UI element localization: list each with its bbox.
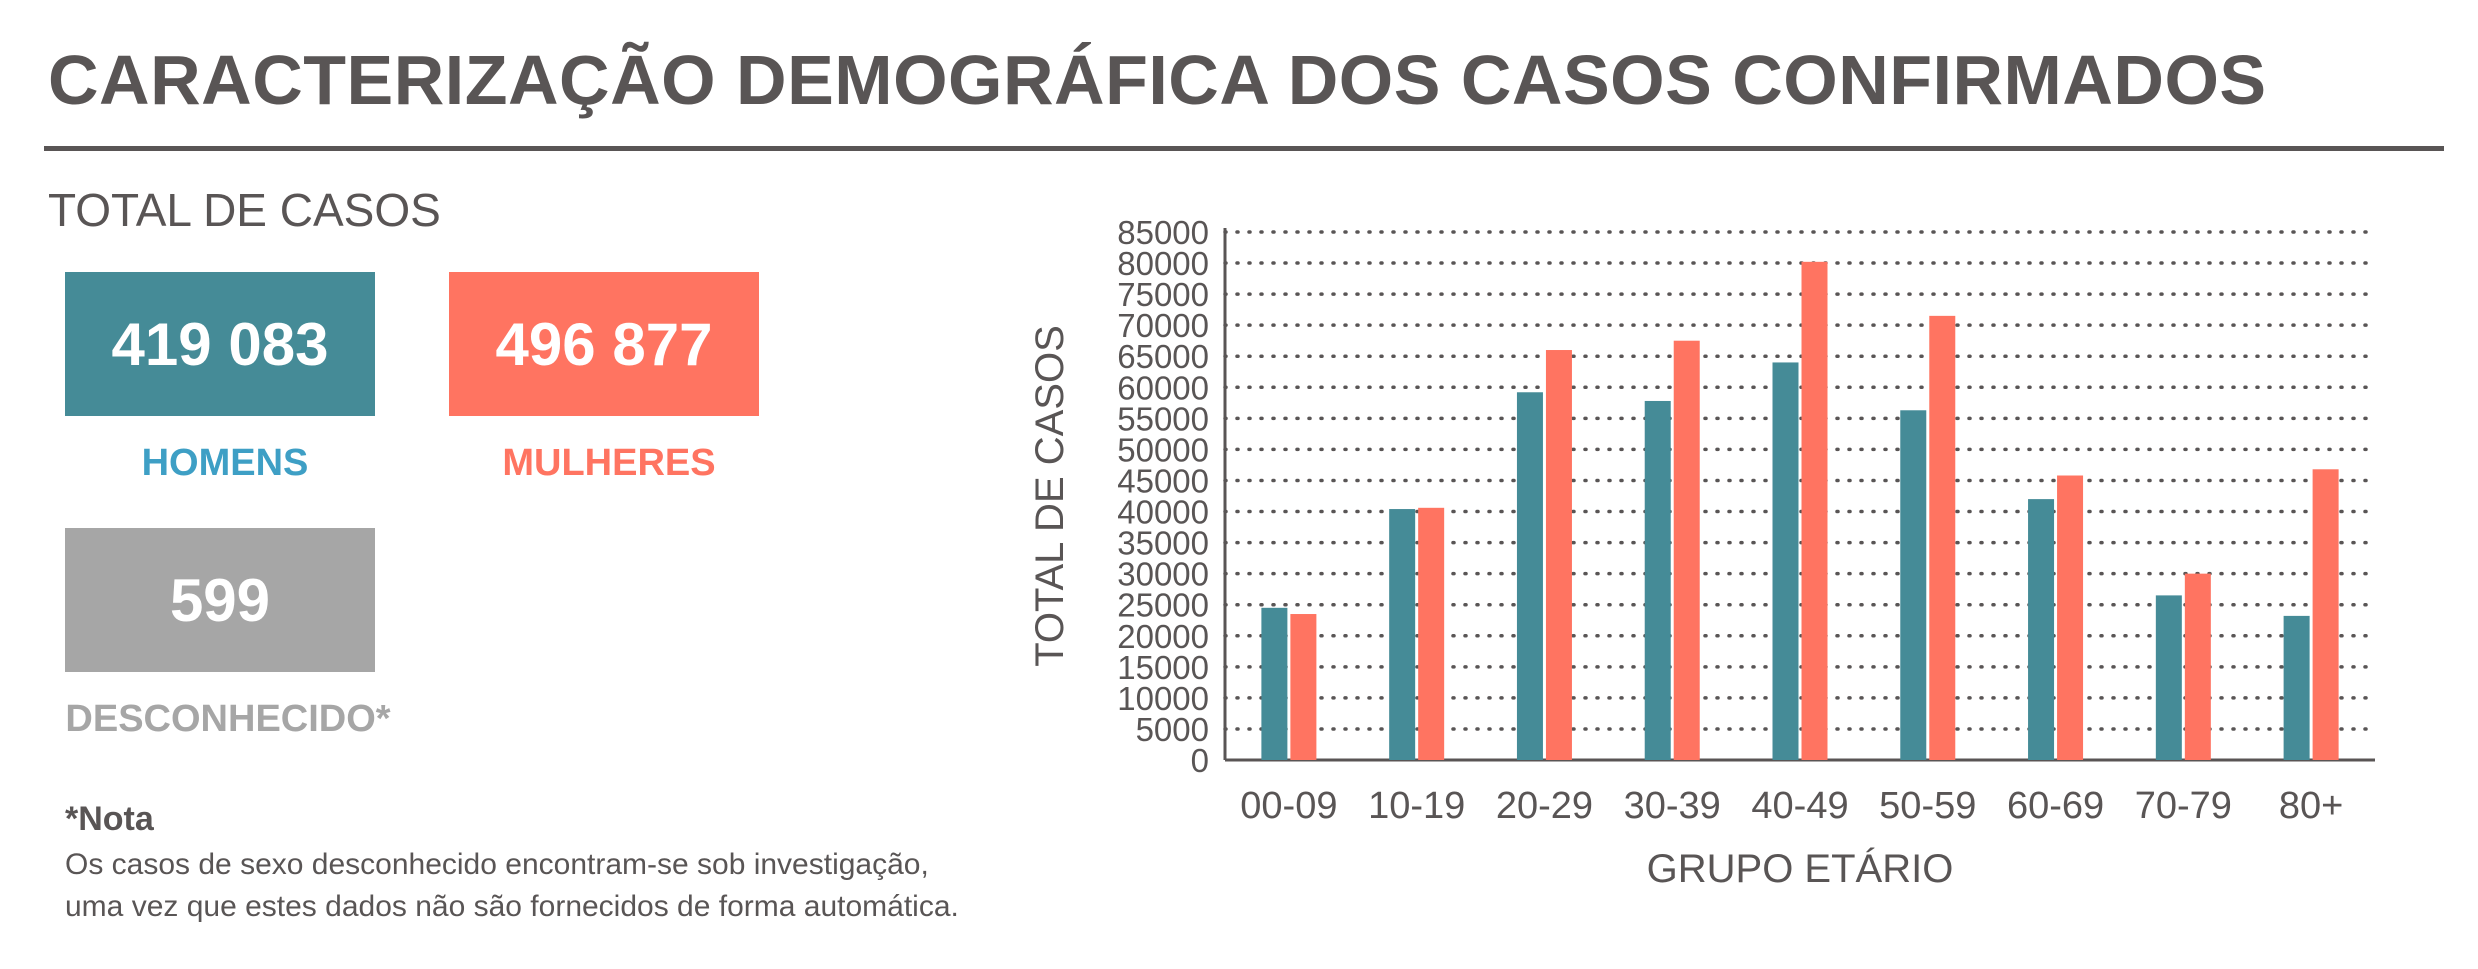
bar-series-1 [1516, 392, 1543, 760]
x-tick-label: 80+ [2279, 785, 2343, 827]
bar-series-1 [1900, 410, 1927, 760]
y-tick-label: 25000 [1117, 587, 1209, 624]
y-tick-label: 10000 [1117, 680, 1209, 717]
bar-series-1 [1261, 607, 1288, 760]
bar-series-2 [2184, 573, 2211, 760]
page-title: CARACTERIZAÇÃO DEMOGRÁFICA DOS CASOS CON… [48, 41, 2267, 119]
y-tick-label: 0 [1191, 742, 1209, 779]
x-axis-title: GRUPO ETÁRIO [1647, 846, 1954, 891]
y-tick-label: 50000 [1117, 431, 1209, 468]
bar-series-1 [2283, 615, 2310, 760]
note-line-1: Os casos de sexo desconhecido encontram-… [65, 848, 929, 881]
women-total-value: 496 877 [495, 310, 713, 378]
x-tick-label: 40-49 [1751, 785, 1848, 827]
y-axis-title: TOTAL DE CASOS [1028, 325, 1072, 667]
y-tick-label: 40000 [1117, 494, 1209, 531]
x-tick-label: 50-59 [1879, 785, 1976, 827]
unknown-total-card: 599 [65, 528, 375, 672]
y-tick-label: 30000 [1117, 556, 1209, 593]
men-total-value: 419 083 [111, 310, 329, 378]
women-total-card: 496 877 [449, 272, 759, 416]
men-total-card: 419 083 [65, 272, 375, 416]
bar-series-1 [1644, 400, 1671, 760]
men-label: HOMENS [141, 442, 309, 484]
x-tick-label: 60-69 [2007, 785, 2104, 827]
y-tick-label: 60000 [1117, 369, 1209, 406]
bar-series-2 [1290, 614, 1317, 760]
y-tick-label: 20000 [1117, 618, 1209, 655]
y-tick-label: 65000 [1117, 338, 1209, 375]
y-tick-label: 80000 [1117, 245, 1209, 282]
y-tick-label: 35000 [1117, 525, 1209, 562]
y-tick-label: 55000 [1117, 400, 1209, 437]
unknown-label: DESCONHECIDO* [65, 698, 391, 740]
bar-series-2 [2312, 469, 2339, 760]
x-tick-label: 30-39 [1624, 785, 1721, 827]
bar-series-1 [1389, 509, 1416, 760]
y-tick-label: 70000 [1117, 307, 1209, 344]
x-tick-label: 70-79 [2135, 785, 2232, 827]
note-line-2: uma vez que estes dados não são fornecid… [65, 890, 959, 923]
bar-series-2 [1545, 350, 1572, 760]
bar-series-1 [1772, 362, 1799, 760]
women-label: MULHERES [502, 442, 716, 484]
bar-series-2 [1929, 315, 1956, 760]
bar-series-2 [2057, 475, 2084, 760]
y-tick-label: 85000 [1117, 214, 1209, 251]
bar-series-1 [2028, 499, 2055, 760]
bar-series-2 [1673, 340, 1700, 760]
x-tick-label: 00-09 [1240, 785, 1337, 827]
x-tick-label: 10-19 [1368, 785, 1465, 827]
total-cases-subtitle: TOTAL DE CASOS [48, 184, 441, 236]
note-title: *Nota [65, 800, 154, 838]
bar-series-2 [1418, 507, 1445, 760]
y-tick-label: 45000 [1117, 462, 1209, 499]
title-divider [44, 146, 2444, 151]
y-tick-label: 75000 [1117, 276, 1209, 313]
unknown-total-value: 599 [169, 566, 271, 634]
y-tick-label: 15000 [1117, 649, 1209, 686]
y-tick-label: 5000 [1136, 711, 1209, 748]
x-tick-label: 20-29 [1496, 785, 1593, 827]
bar-series-2 [1801, 261, 1828, 760]
bar-series-1 [2155, 595, 2182, 760]
